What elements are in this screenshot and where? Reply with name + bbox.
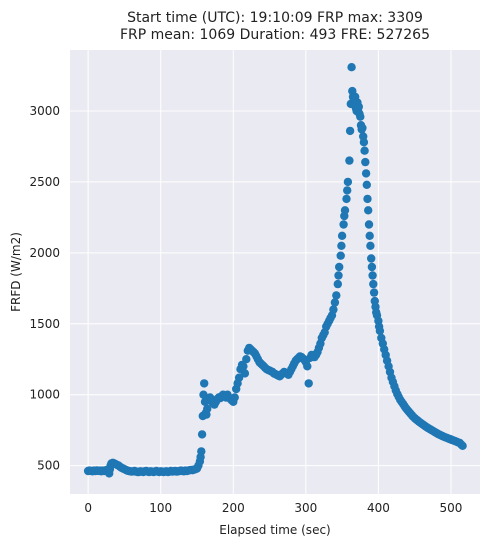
data-point	[304, 379, 313, 388]
data-point	[354, 102, 363, 111]
data-point	[335, 262, 344, 272]
data-point	[332, 291, 341, 300]
data-point	[361, 157, 370, 167]
data-point	[345, 126, 355, 136]
data-point	[197, 447, 206, 456]
chart-title-line-1: Start time (UTC): 19:10:09 FRP max: 3309	[127, 10, 423, 26]
data-point	[364, 206, 373, 215]
x-tick-label: 500	[440, 501, 463, 515]
plot-area	[70, 50, 480, 494]
y-tick-label: 1000	[29, 388, 60, 402]
data-point	[343, 177, 353, 187]
tick-labels: 0 100 200 300 400 500 500 1000 1500 2000 2500 3000	[29, 104, 462, 515]
scatter-points	[83, 62, 467, 478]
data-point	[330, 298, 340, 307]
data-point	[364, 220, 374, 229]
data-point	[333, 279, 342, 289]
grid	[70, 50, 480, 494]
data-point	[200, 379, 209, 388]
data-point	[329, 305, 338, 314]
y-tick-label: 500	[37, 459, 60, 473]
x-tick-label: 400	[367, 501, 390, 515]
data-point	[367, 262, 377, 272]
data-point	[340, 206, 350, 215]
data-point	[337, 231, 347, 240]
data-point	[337, 241, 346, 250]
data-point	[368, 271, 377, 280]
data-point	[345, 156, 354, 165]
data-point	[356, 112, 365, 121]
data-point	[366, 241, 375, 250]
data-point	[336, 251, 345, 260]
data-point	[230, 393, 239, 402]
data-point	[360, 146, 369, 155]
data-point	[240, 369, 250, 378]
data-point	[334, 271, 343, 280]
data-point	[339, 220, 348, 229]
data-point	[458, 441, 467, 450]
data-point	[365, 231, 374, 240]
x-axis-label: Elapsed time (sec)	[219, 523, 330, 537]
data-point	[303, 362, 312, 371]
data-point	[369, 288, 379, 297]
x-tick-label: 0	[84, 501, 92, 515]
y-axis-label: FRFD (W/m2)	[9, 232, 23, 312]
data-point	[203, 404, 212, 414]
data-point	[199, 390, 208, 399]
data-point	[358, 123, 367, 133]
chart-title-line-2: FRP mean: 1069 Duration: 493 FRE: 527265	[120, 27, 430, 43]
data-point	[343, 186, 352, 195]
data-point	[242, 355, 251, 364]
data-point	[234, 373, 244, 382]
x-tick-label: 100	[149, 501, 172, 515]
y-tick-label: 2000	[29, 246, 60, 260]
data-point	[375, 326, 385, 336]
data-point	[347, 62, 356, 72]
data-point	[197, 430, 207, 439]
y-tick-label: 3000	[29, 104, 60, 118]
data-point	[361, 169, 371, 178]
y-tick-label: 1500	[29, 317, 60, 331]
data-point	[367, 254, 376, 263]
y-tick-label: 2500	[29, 175, 60, 189]
data-point	[362, 180, 371, 189]
x-tick-label: 300	[294, 501, 317, 515]
data-point	[342, 194, 351, 204]
data-point	[369, 279, 378, 289]
data-point	[239, 362, 248, 371]
x-tick-label: 200	[222, 501, 245, 515]
data-point	[359, 138, 369, 147]
data-point	[363, 194, 372, 204]
